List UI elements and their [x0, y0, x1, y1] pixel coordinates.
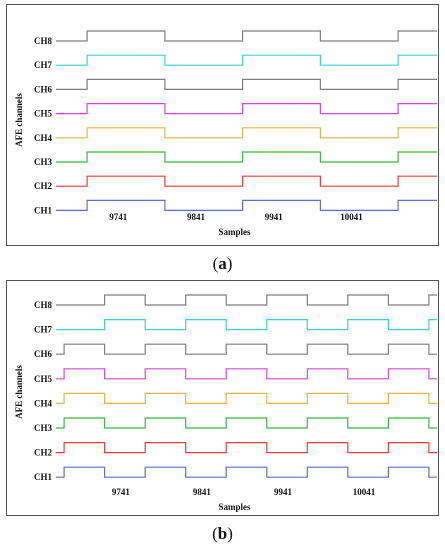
x-axis-title-a: Samples	[218, 227, 251, 237]
y-axis-title-b: AFE channels	[14, 365, 24, 419]
series-b-ch7	[56, 319, 437, 331]
x-tick-a-1: 9841	[187, 212, 206, 222]
series-a-ch4	[56, 127, 437, 139]
channel-label-b-ch5: CH5	[34, 374, 53, 384]
channel-label-b-ch8: CH8	[34, 300, 53, 310]
series-b-ch3	[56, 417, 437, 429]
panel-a-caption: (a)	[212, 254, 233, 273]
series-a-ch5	[56, 103, 437, 115]
series-a-ch8	[56, 30, 437, 42]
series-b-ch5	[56, 368, 437, 380]
x-tick-a-2: 9941	[265, 212, 284, 222]
channel-label-a-ch6: CH6	[34, 84, 53, 94]
x-tick-b-2: 9941	[274, 487, 293, 497]
channel-label-b-ch3: CH3	[34, 423, 53, 433]
series-a-ch7	[56, 54, 437, 66]
channel-label-b-ch4: CH4	[34, 398, 53, 408]
channel-label-a-ch3: CH3	[34, 157, 53, 167]
channel-label-a-ch7: CH7	[34, 60, 53, 70]
x-tick-b-0: 9741	[112, 487, 131, 497]
channel-label-b-ch2: CH2	[34, 448, 53, 458]
channel-label-a-ch2: CH2	[34, 181, 53, 191]
series-a-ch2	[56, 175, 437, 187]
channel-label-b-ch6: CH6	[34, 349, 53, 359]
series-a-ch3	[56, 151, 437, 163]
x-tick-a-0: 9741	[109, 212, 128, 222]
y-axis-title-a: AFE channels	[14, 93, 24, 147]
series-a-ch6	[56, 78, 437, 90]
x-tick-a-3: 10041	[340, 212, 363, 222]
channel-label-a-ch1: CH1	[34, 205, 53, 215]
series-b-ch2	[56, 442, 437, 454]
panel-b-caption: (b)	[212, 524, 233, 543]
series-b-ch6	[56, 343, 437, 355]
series-b-ch1	[56, 466, 437, 478]
panel-a-frame	[6, 4, 439, 246]
series-a-ch1	[56, 199, 437, 211]
series-b-ch8	[56, 294, 437, 306]
series-b-ch4	[56, 392, 437, 404]
x-axis-title-b: Samples	[218, 502, 251, 512]
channel-label-b-ch7: CH7	[34, 325, 53, 335]
channel-label-a-ch8: CH8	[34, 36, 53, 46]
x-tick-b-3: 10041	[353, 487, 376, 497]
channel-label-a-ch4: CH4	[34, 133, 53, 143]
channel-label-b-ch1: CH1	[34, 472, 53, 482]
channel-label-a-ch5: CH5	[34, 109, 53, 119]
x-tick-b-1: 9841	[193, 487, 212, 497]
